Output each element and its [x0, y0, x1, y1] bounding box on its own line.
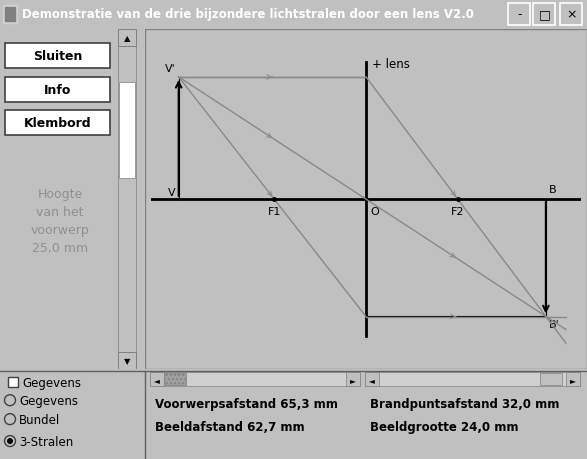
Text: Brandpuntsafstand 32,0 mm: Brandpuntsafstand 32,0 mm [370, 397, 559, 410]
Bar [346, 373, 360, 386]
Text: ▼: ▼ [124, 356, 130, 365]
Bar [5, 8, 15, 22]
Bar [3, 6, 17, 24]
Text: Sluiten: Sluiten [33, 50, 82, 63]
Text: ►: ► [570, 375, 576, 384]
Text: ◄: ◄ [154, 375, 160, 384]
Text: F2: F2 [451, 207, 464, 217]
Text: Demonstratie van de drie bijzondere lichtstralen door een lens V2.0: Demonstratie van de drie bijzondere lich… [22, 8, 474, 22]
Text: ►: ► [350, 375, 356, 384]
Bar [118, 30, 136, 369]
Bar [118, 352, 136, 369]
Bar [150, 373, 164, 386]
Bar [119, 83, 135, 178]
Text: -: - [518, 8, 522, 22]
Text: □: □ [539, 8, 551, 22]
Bar [560, 4, 582, 26]
Text: ▲: ▲ [124, 34, 130, 43]
Bar [118, 30, 136, 47]
Bar [508, 4, 530, 26]
Bar [5, 78, 110, 102]
Text: Gegevens: Gegevens [19, 394, 78, 407]
Text: Info: Info [44, 84, 71, 96]
Bar [5, 111, 110, 136]
Text: ×: × [567, 8, 577, 22]
Text: V: V [168, 187, 176, 197]
Bar [365, 373, 580, 386]
Text: F1: F1 [268, 207, 281, 217]
Text: Bundel: Bundel [19, 413, 60, 425]
Text: Klembord: Klembord [23, 117, 92, 130]
Text: B': B' [549, 319, 559, 329]
Bar [540, 374, 562, 386]
Text: Beeldgrootte 24,0 mm: Beeldgrootte 24,0 mm [370, 420, 518, 433]
Bar [5, 44, 110, 69]
Bar [533, 4, 555, 26]
Text: V': V' [165, 64, 176, 74]
Text: Beeldafstand 62,7 mm: Beeldafstand 62,7 mm [155, 420, 305, 433]
Bar [150, 373, 360, 386]
Text: Hoogte
van het
voorwerp
25,0 mm: Hoogte van het voorwerp 25,0 mm [31, 188, 89, 255]
Text: + lens: + lens [372, 58, 410, 71]
Circle shape [7, 438, 13, 444]
Bar [8, 377, 18, 387]
Bar [566, 373, 580, 386]
Text: Gegevens: Gegevens [22, 376, 81, 389]
Text: B: B [549, 185, 556, 195]
Bar [365, 373, 379, 386]
Text: 3-Stralen: 3-Stralen [19, 435, 73, 448]
Text: Voorwerpsafstand 65,3 mm: Voorwerpsafstand 65,3 mm [155, 397, 338, 410]
Bar [164, 374, 186, 386]
Text: ◄: ◄ [369, 375, 375, 384]
Text: O: O [370, 207, 379, 217]
